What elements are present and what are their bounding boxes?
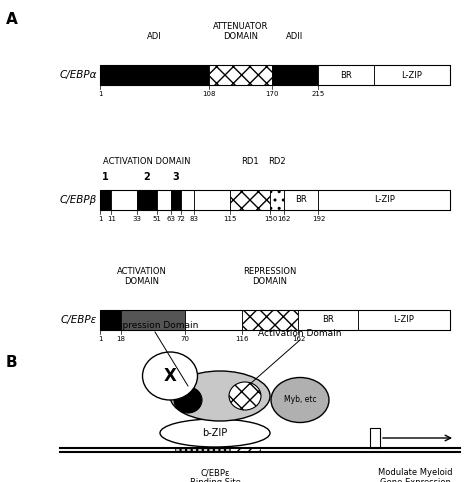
Bar [271, 190, 284, 210]
Text: L-ZIP: L-ZIP [393, 316, 414, 324]
Bar [374, 65, 450, 85]
Text: 1: 1 [98, 336, 102, 342]
Bar [137, 190, 157, 210]
Text: 162: 162 [292, 336, 305, 342]
Text: 18: 18 [117, 336, 126, 342]
Bar [318, 65, 374, 85]
Ellipse shape [170, 371, 270, 421]
Bar [230, 190, 271, 210]
Text: ATTENUATOR
DOMAIN: ATTENUATOR DOMAIN [213, 22, 268, 41]
Bar [209, 65, 272, 85]
Text: C/EBPβ: C/EBPβ [60, 195, 97, 205]
Text: 51: 51 [153, 216, 162, 222]
Ellipse shape [160, 419, 270, 447]
Bar [319, 190, 450, 210]
Text: Activation Domain: Activation Domain [258, 329, 342, 338]
Text: 192: 192 [312, 216, 325, 222]
Text: 3: 3 [172, 172, 179, 182]
Text: Myb, etc: Myb, etc [283, 396, 316, 404]
Text: BR: BR [322, 316, 334, 324]
Bar [100, 190, 450, 210]
Text: 11: 11 [107, 216, 116, 222]
Text: C/EBPα: C/EBPα [60, 70, 97, 80]
Bar [284, 190, 319, 210]
Bar [370, 428, 380, 448]
Text: 1: 1 [98, 216, 102, 222]
Bar [111, 190, 137, 210]
Text: A: A [6, 12, 18, 27]
Text: 70: 70 [181, 336, 190, 342]
Text: 108: 108 [202, 91, 216, 97]
Text: 33: 33 [132, 216, 141, 222]
Bar [171, 190, 181, 210]
Text: RD1: RD1 [241, 157, 259, 166]
Bar [230, 448, 260, 452]
Text: L-ZIP: L-ZIP [374, 196, 395, 204]
Text: L-ZIP: L-ZIP [401, 70, 422, 80]
Bar [100, 310, 450, 330]
Text: BR: BR [295, 196, 307, 204]
Text: REPRESSION
DOMAIN: REPRESSION DOMAIN [243, 267, 297, 286]
Text: X: X [164, 367, 176, 385]
Bar [194, 190, 230, 210]
Text: 63: 63 [166, 216, 175, 222]
Text: Repression Domain: Repression Domain [111, 321, 199, 330]
Bar [181, 190, 194, 210]
Ellipse shape [271, 377, 329, 423]
Text: Modulate Myeloid
Gene Expression: Modulate Myeloid Gene Expression [378, 468, 452, 482]
Text: 170: 170 [265, 91, 279, 97]
Text: ADI: ADI [146, 32, 161, 41]
Text: 1: 1 [102, 172, 109, 182]
Bar [121, 310, 185, 330]
Bar [100, 310, 121, 330]
Text: 1: 1 [98, 91, 102, 97]
Text: b-ZIP: b-ZIP [202, 428, 228, 438]
Text: ADII: ADII [286, 32, 303, 41]
Bar [299, 310, 357, 330]
Text: 116: 116 [235, 336, 248, 342]
Bar [100, 65, 209, 85]
Text: 162: 162 [277, 216, 291, 222]
Ellipse shape [174, 387, 202, 413]
Bar [357, 310, 450, 330]
Text: C/EBPε: C/EBPε [61, 315, 97, 325]
Text: ACTIVATION
DOMAIN: ACTIVATION DOMAIN [117, 267, 167, 286]
Bar [100, 190, 111, 210]
Ellipse shape [229, 382, 261, 410]
Text: C/EBPε
Binding Site: C/EBPε Binding Site [190, 468, 240, 482]
Text: B: B [6, 355, 18, 370]
Ellipse shape [143, 352, 198, 400]
Bar [242, 310, 299, 330]
Text: ACTIVATION DOMAIN: ACTIVATION DOMAIN [103, 157, 191, 166]
Text: 2: 2 [144, 172, 150, 182]
Text: RD2: RD2 [268, 157, 286, 166]
Text: 83: 83 [189, 216, 198, 222]
Bar [185, 310, 242, 330]
Text: 150: 150 [264, 216, 277, 222]
Text: 115: 115 [224, 216, 237, 222]
Bar [175, 448, 230, 452]
Bar [272, 65, 318, 85]
Bar [157, 190, 171, 210]
Bar [100, 65, 450, 85]
Text: 72: 72 [177, 216, 186, 222]
Text: BR: BR [340, 70, 352, 80]
Text: 215: 215 [311, 91, 324, 97]
